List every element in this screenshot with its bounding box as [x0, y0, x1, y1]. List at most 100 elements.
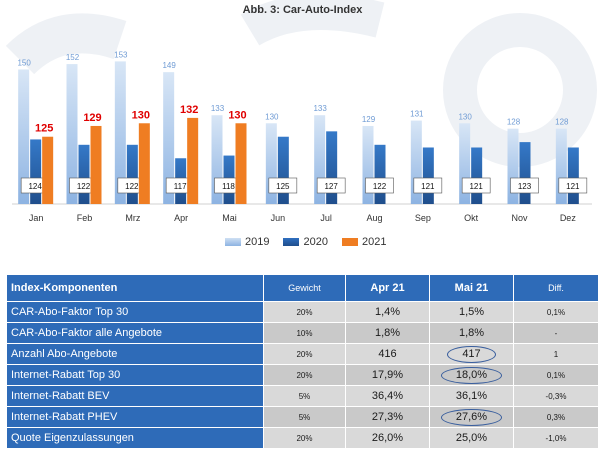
bar-2021 — [235, 123, 247, 204]
bar-2020 — [30, 139, 42, 204]
data-label-2021: 125 — [35, 123, 53, 135]
bar-2021 — [138, 123, 150, 204]
chart-legend: 2019 2020 2021 — [225, 236, 386, 248]
legend-swatch-2019 — [225, 238, 241, 246]
bar-2019 — [507, 128, 519, 204]
data-label-2019: 130 — [265, 112, 279, 121]
table-row: CAR-Abo-Faktor Top 30 20% 1,4% 1,5% 0,1% — [6, 301, 599, 323]
data-label-2020: 123 — [518, 182, 532, 191]
x-tick-label: Mai — [222, 213, 237, 223]
x-tick-label: Mrz — [125, 213, 140, 223]
row-diff: 0,1% — [513, 301, 599, 323]
x-tick-label: Aug — [366, 213, 382, 223]
header-gewicht: Gewicht — [263, 274, 346, 302]
data-label-2020-box — [558, 177, 588, 194]
row-diff: 0,1% — [513, 364, 599, 386]
row-mai-21: 1,8% — [429, 322, 514, 344]
x-tick-label: Apr — [174, 213, 188, 223]
bar-2019 — [66, 64, 78, 204]
row-name: CAR-Abo-Faktor alle Angebote — [6, 322, 264, 344]
data-label-2019: 150 — [17, 58, 31, 67]
row-diff: 1 — [513, 343, 599, 365]
data-label-2020: 121 — [566, 182, 580, 191]
bar-2019 — [362, 125, 374, 204]
index-components-table: Index-Komponenten Gewicht Apr 21 Mai 21 … — [6, 274, 599, 449]
bar-2020 — [374, 144, 386, 204]
highlight-ellipse: 18,0% — [440, 366, 503, 384]
row-apr-21: 1,8% — [345, 322, 430, 344]
legend-item-2019: 2019 — [225, 236, 269, 248]
data-label-2021: 130 — [228, 109, 246, 121]
x-tick-label: Nov — [511, 213, 528, 223]
bar-2019 — [459, 123, 471, 204]
data-label-2020: 122 — [77, 182, 91, 191]
data-label-2020: 125 — [276, 182, 290, 191]
row-name: Quote Eigenzulassungen — [6, 427, 264, 449]
legend-label-2020: 2020 — [303, 236, 328, 248]
row-name: CAR-Abo-Faktor Top 30 — [6, 301, 264, 323]
row-apr-21: 416 — [345, 343, 430, 365]
bar-2020 — [519, 142, 531, 204]
bar-2020 — [567, 147, 579, 204]
row-mai-21: 1,5% — [429, 301, 514, 323]
bar-2019 — [18, 69, 30, 204]
table-row: CAR-Abo-Faktor alle Angebote 10% 1,8% 1,8% - — [6, 322, 599, 344]
row-mai-21: 18,0% — [429, 364, 514, 386]
data-label-2019: 153 — [114, 50, 128, 59]
row-weight: 5% — [263, 406, 346, 428]
legend-label-2019: 2019 — [245, 236, 270, 248]
data-label-2021: 129 — [83, 112, 101, 124]
bar-2020 — [326, 131, 338, 204]
data-label-2020-box — [510, 177, 539, 194]
data-label-2020: 117 — [174, 182, 187, 191]
row-name: Anzahl Abo-Angebote — [6, 343, 264, 365]
x-tick-label: Jan — [29, 213, 44, 223]
data-label-2020: 121 — [421, 182, 435, 191]
bar-2019 — [314, 115, 326, 204]
data-label-2020: 124 — [28, 182, 42, 191]
table-row: Internet-Rabatt Top 30 20% 17,9% 18,0% 0,1% — [6, 364, 599, 386]
legend-label-2021: 2021 — [361, 236, 387, 248]
x-tick-label: Okt — [464, 213, 479, 223]
row-mai-21: 36,1% — [429, 385, 514, 407]
row-apr-21: 36,4% — [345, 385, 430, 407]
row-diff: 0,3% — [513, 406, 599, 428]
bar-2020 — [471, 147, 483, 204]
table-row: Internet-Rabatt PHEV 5% 27,3% 27,6% 0,3% — [6, 406, 599, 428]
x-tick-label: Jul — [320, 213, 332, 223]
x-tick-label: Feb — [77, 213, 93, 223]
x-tick-label: Sep — [415, 213, 431, 223]
row-weight: 20% — [263, 301, 346, 323]
row-weight: 10% — [263, 322, 346, 344]
row-weight: 20% — [263, 364, 346, 386]
data-label-2021: 130 — [132, 109, 150, 121]
data-label-2019: 149 — [162, 61, 176, 70]
row-weight: 5% — [263, 385, 346, 407]
chart-title: Abb. 3: Car-Auto-Index — [242, 4, 363, 16]
data-label-2019: 130 — [458, 112, 472, 121]
bar-2019 — [265, 123, 277, 204]
row-mai-21: 417 — [429, 343, 514, 365]
legend-swatch-2020 — [283, 238, 300, 246]
row-diff: -0,3% — [513, 385, 599, 407]
data-label-2021: 132 — [180, 104, 198, 116]
data-label-2019: 152 — [66, 53, 80, 62]
data-label-2020: 122 — [373, 182, 387, 191]
highlight-ellipse: 27,6% — [440, 408, 503, 426]
row-weight: 20% — [263, 427, 346, 449]
row-mai-21: 25,0% — [429, 427, 514, 449]
row-apr-21: 17,9% — [345, 364, 430, 386]
row-diff: - — [513, 322, 599, 344]
header-apr-21: Apr 21 — [345, 274, 430, 302]
row-apr-21: 26,0% — [345, 427, 430, 449]
bar-2020 — [422, 147, 434, 204]
data-label-2019: 128 — [555, 118, 569, 127]
data-label-2019: 129 — [362, 115, 376, 124]
x-tick-label: Jun — [271, 213, 286, 223]
data-label-2020-box — [413, 177, 443, 194]
data-label-2020-box — [316, 177, 346, 194]
data-label-2020-box — [268, 177, 298, 194]
data-label-2020: 127 — [324, 182, 338, 191]
data-label-2020-box — [365, 177, 394, 194]
bar-2019 — [410, 120, 422, 204]
